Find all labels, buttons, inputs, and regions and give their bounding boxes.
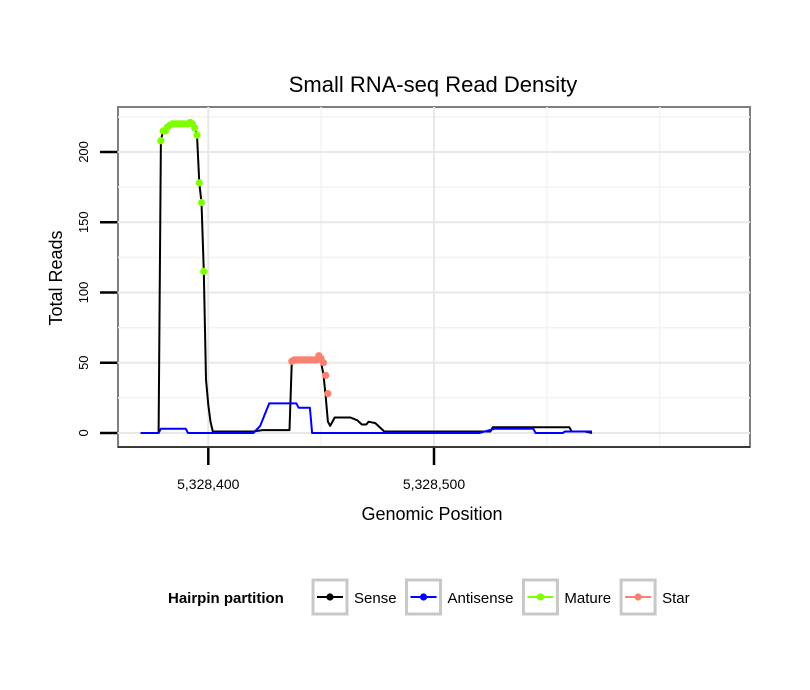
y-tick-label: 150 (76, 211, 91, 233)
x-tick-label: 5,328,400 (177, 476, 239, 492)
legend-item-star: Star (619, 578, 690, 616)
point-star (324, 390, 332, 398)
legend-item-antisense: Antisense (405, 578, 514, 616)
y-axis: 0 50 100 150 200 (76, 141, 117, 437)
point-mature (197, 198, 206, 207)
x-axis: 5,328,400 5,328,500 (177, 448, 465, 492)
legend-key-point (326, 593, 334, 601)
x-tick-label: 5,328,500 (403, 476, 465, 492)
point-mature (157, 137, 165, 145)
legend-key-point (419, 593, 428, 601)
legend-key-point (634, 593, 642, 601)
x-axis-title: Genomic Position (361, 504, 502, 524)
point-mature (191, 124, 199, 132)
y-tick-label: 50 (76, 355, 91, 369)
y-tick-label: 0 (76, 429, 91, 436)
point-mature (200, 267, 208, 275)
legend-item-sense: Sense (311, 578, 397, 616)
legend-label: Antisense (448, 590, 514, 607)
point-star (322, 371, 330, 379)
legend-key-point (536, 593, 545, 601)
legend-label: Sense (354, 590, 397, 607)
point-star (319, 359, 327, 367)
chart-title: Small RNA-seq Read Density (289, 72, 578, 97)
legend-item-mature: Mature (521, 578, 611, 616)
point-mature (193, 131, 201, 139)
y-axis-title: Total Reads (46, 230, 66, 325)
y-tick-label: 200 (76, 141, 91, 163)
series-line-antisense (140, 402, 592, 434)
legend-title: Hairpin partition (168, 590, 284, 607)
legend-label: Mature (564, 590, 611, 607)
series-layer (140, 118, 593, 434)
legend-label: Star (662, 590, 690, 607)
point-mature (195, 179, 203, 187)
legend: Hairpin partition Sense Antisense Mature St… (168, 578, 690, 616)
y-tick-label: 100 (76, 282, 91, 304)
